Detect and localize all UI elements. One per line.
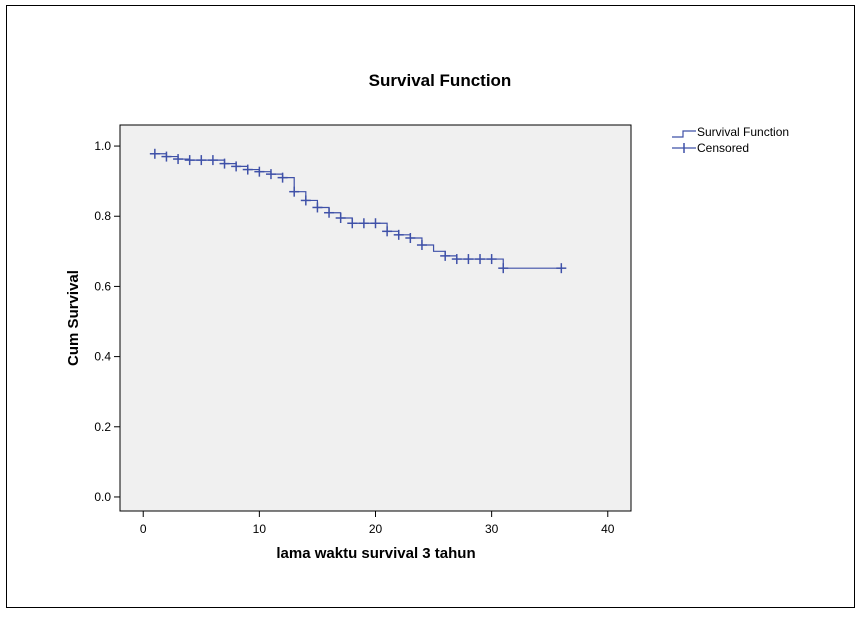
censored-marker <box>242 164 253 175</box>
censored-marker <box>265 169 276 180</box>
legend-item-censored: Censored <box>672 141 749 155</box>
censored-marker <box>475 254 486 265</box>
y-axis-label: Cum Survival <box>65 270 82 366</box>
censored-marker <box>219 158 230 169</box>
chart-title: Survival Function <box>369 71 512 90</box>
censored-marker <box>486 254 497 265</box>
censored-marker <box>312 202 323 213</box>
y-tick-label: 0.4 <box>94 350 111 364</box>
legend-item-survival-function: Survival Function <box>672 125 789 139</box>
x-tick-label: 20 <box>369 522 383 536</box>
censored-marker <box>324 207 335 218</box>
censored-marker <box>300 195 311 206</box>
y-tick-label: 0.2 <box>94 420 111 434</box>
censored-marker <box>254 166 265 177</box>
plus-icon <box>672 143 696 153</box>
censored-marker <box>440 250 451 261</box>
censored-marker <box>231 161 242 172</box>
y-tick-label: 0.8 <box>94 209 111 223</box>
x-tick-label: 10 <box>253 522 267 536</box>
censored-marker <box>173 154 184 165</box>
censored-marker <box>451 254 462 265</box>
y-tick-label: 0.6 <box>94 279 111 293</box>
x-axis-label: lama waktu survival 3 tahun <box>276 545 475 562</box>
legend-label-censored: Censored <box>697 141 749 155</box>
censored-marker <box>393 229 404 240</box>
censored-marker <box>289 186 300 197</box>
censored-marker <box>556 263 567 274</box>
censored-marker <box>382 226 393 237</box>
legend: Survival Function Censored <box>672 125 789 155</box>
censored-marker <box>370 218 381 229</box>
censored-marker <box>463 254 474 265</box>
y-tick-label: 1.0 <box>94 139 111 153</box>
censored-marker <box>358 218 369 229</box>
censored-marker <box>498 263 509 274</box>
censored-marker <box>416 240 427 251</box>
x-tick-label: 30 <box>485 522 499 536</box>
censored-marker <box>196 155 207 166</box>
legend-label-survival-function: Survival Function <box>697 125 789 139</box>
censored-marker <box>149 148 160 159</box>
y-tick-label: 0.0 <box>94 490 111 504</box>
censored-marker <box>207 155 218 166</box>
x-axis: 0 10 20 30 40 <box>140 511 615 536</box>
step-line-icon <box>672 130 696 138</box>
plot-area <box>119 124 632 512</box>
censored-marker <box>184 155 195 166</box>
censored-marker <box>277 172 288 183</box>
x-tick-label: 0 <box>140 522 147 536</box>
censored-marker <box>335 212 346 223</box>
censored-marker <box>405 232 416 243</box>
y-axis: 0.0 0.2 0.4 0.6 0.8 1.0 <box>94 139 120 504</box>
x-tick-label: 40 <box>601 522 615 536</box>
censored-marker <box>161 151 172 162</box>
censored-markers <box>149 148 567 274</box>
censored-marker <box>347 218 358 229</box>
